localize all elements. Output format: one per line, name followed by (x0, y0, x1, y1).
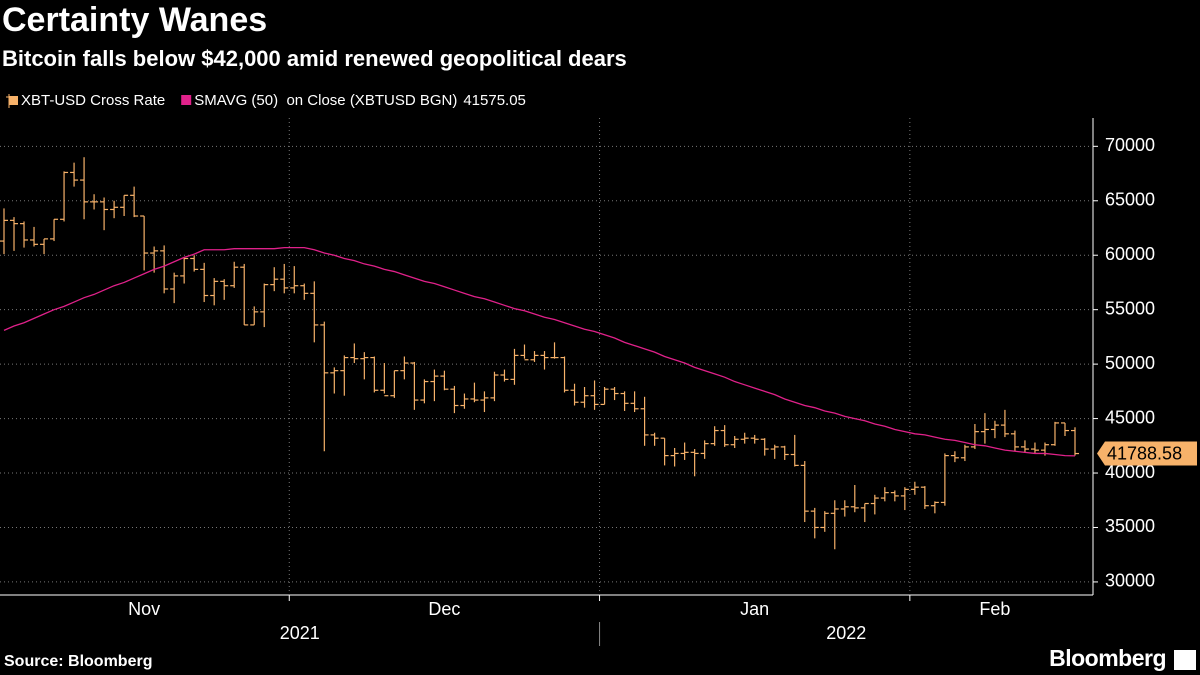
y-tick-label: 55000 (1105, 298, 1155, 318)
logo-icon (1174, 650, 1196, 670)
x-tick-label: Feb (979, 599, 1010, 619)
y-tick-label: 60000 (1105, 244, 1155, 264)
y-tick-label: 65000 (1105, 190, 1155, 210)
x-tick-label: Nov (128, 599, 160, 619)
legend-label: XBT-USD Cross Rate (21, 92, 165, 109)
legend-icon (9, 96, 18, 105)
year-label: 2021 (280, 623, 320, 643)
y-tick-label: 35000 (1105, 516, 1155, 536)
legend-label: SMAVG (50) on Close (XBTUSD BGN) (194, 92, 457, 109)
legend-value: 41575.05 (463, 92, 526, 109)
sma-line (3, 246, 1076, 457)
year-label: 2022 (826, 623, 866, 643)
last-price-label: 41788.58 (1107, 443, 1182, 463)
y-tick-label: 30000 (1105, 571, 1155, 591)
y-tick-label: 40000 (1105, 462, 1155, 482)
chart-title: Certainty Wanes (2, 1, 267, 39)
y-tick-label: 45000 (1105, 407, 1155, 427)
x-tick-label: Dec (428, 599, 460, 619)
logo: Bloomberg (1049, 645, 1166, 671)
y-tick-label: 70000 (1105, 135, 1155, 155)
source-note: Source: Bloomberg (4, 653, 152, 670)
x-tick-label: Jan (740, 599, 769, 619)
chart-subtitle: Bitcoin falls below $42,000 amid renewed… (2, 46, 627, 71)
legend-icon (181, 95, 192, 105)
y-tick-label: 50000 (1105, 353, 1155, 373)
last-price-tag (1097, 441, 1197, 466)
